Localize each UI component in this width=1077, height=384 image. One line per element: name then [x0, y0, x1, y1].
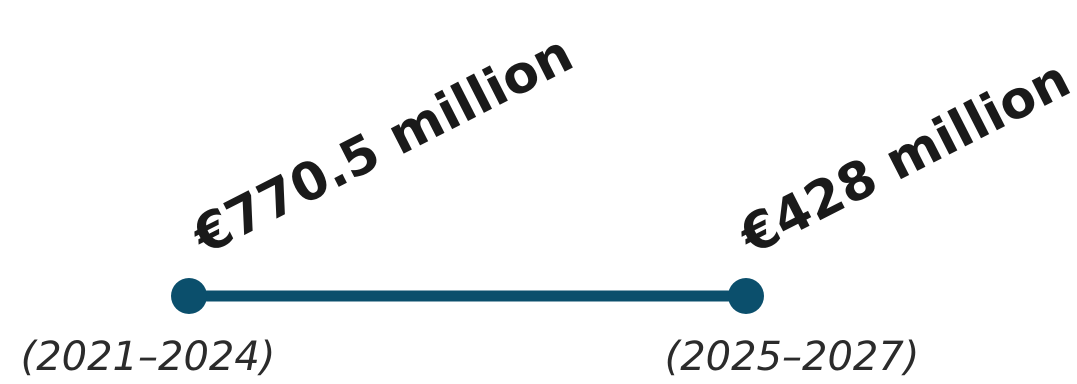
end-period-label: (2025–2027) — [665, 334, 920, 380]
end-value-label: €428 million — [730, 49, 1077, 267]
start-period-label: (2021–2024) — [21, 334, 276, 380]
start-value-label: €770.5 million — [183, 24, 583, 267]
end-marker — [728, 278, 764, 314]
start-marker — [171, 278, 207, 314]
